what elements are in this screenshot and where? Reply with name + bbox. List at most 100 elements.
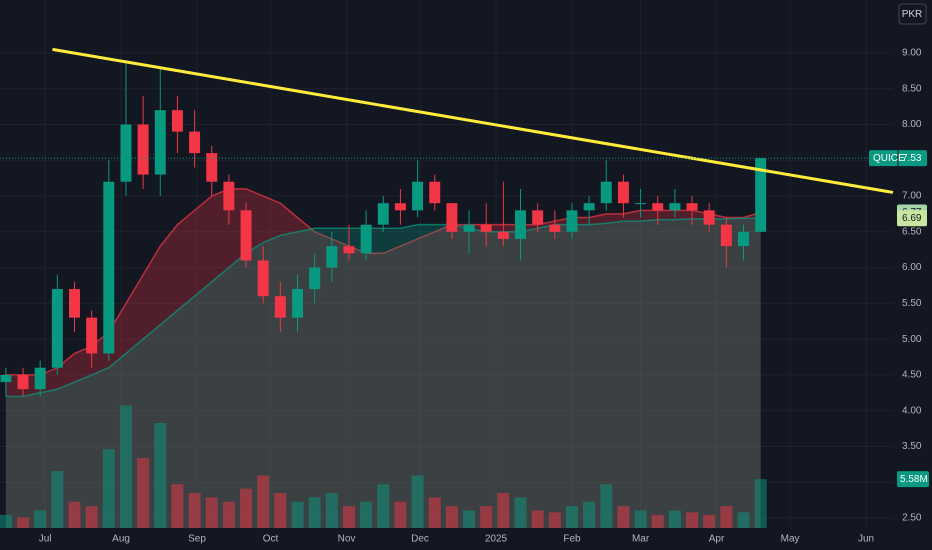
candle-body [189,131,201,154]
volume-bar [514,497,527,528]
candle-body [703,210,715,225]
volume-bar [325,493,338,528]
candle-body [669,203,681,211]
candle-body [240,210,252,261]
candle-body [86,317,98,354]
volume-bar [240,488,253,528]
volume-bar [205,497,218,528]
x-tick-label: Oct [263,534,279,545]
volume-bar [686,512,699,528]
x-tick-label: Dec [411,534,429,545]
candle-body [257,260,269,297]
volume-bar [222,501,235,528]
volume-bar [720,506,733,528]
volume-bar [360,501,373,528]
volume-bar [34,510,47,528]
candle-body [480,224,492,232]
candle-body [686,203,698,211]
candle-body [103,181,115,354]
volume-tag-label: 5.58M [900,474,928,485]
y-tick-label: 6.50 [902,226,922,237]
candle-body [738,231,750,247]
ma-area [5,218,761,529]
candle-body [755,158,767,232]
x-tick-label: 2025 [485,534,508,545]
currency-box [898,3,927,25]
x-tick-label: Nov [338,534,356,545]
candle-body [0,374,12,383]
y-tick-label: 9.00 [902,48,922,59]
volume-bar [308,497,321,528]
volume-bar [51,471,64,528]
candle-body [377,203,389,225]
candle-body [154,110,166,175]
volume-bar [154,423,167,528]
x-tick-label: Jun [858,534,874,545]
volume-bar [342,506,355,528]
volume-bar [531,510,544,528]
y-tick-label: 2.50 [902,513,922,524]
candle-body [309,267,321,290]
candle-body [360,224,372,254]
y-tick-label: 5.00 [902,334,922,345]
volume-bar [737,512,750,528]
candle-body [223,181,235,211]
ma-line [5,188,761,376]
volume-bar [68,501,81,528]
volume-bar [703,514,716,528]
currency: PKR [902,9,923,20]
volume-bar [0,514,12,528]
volume-bar [548,512,561,528]
candle-body [515,210,526,239]
volume-bar [291,501,304,528]
candle-body [51,289,63,368]
y-tick-label: 8.00 [902,119,922,130]
volume-bar [651,514,664,528]
price-tag [897,210,927,227]
volume-bar [257,475,270,528]
candle-body [497,231,509,239]
candle-body [394,203,406,211]
volume-bar [634,510,647,528]
price-tag-value: 7.53 [902,153,922,164]
candle-body [720,224,732,247]
candle-body [463,224,475,232]
candle-body [532,210,544,225]
volume-bar [119,405,132,528]
x-tick-label: Aug [112,534,130,545]
x-tick-label: Apr [709,534,725,545]
volume-bar [600,484,613,528]
volume-bar [377,484,390,528]
price-tag-name: QUICE [873,153,905,164]
candle-body [274,296,286,318]
candle-body [206,153,218,182]
candle-body [635,203,647,205]
volume-bar [617,506,630,528]
volume-bar [394,501,407,528]
y-tick-label: 4.00 [902,405,922,416]
candle-body [412,181,424,211]
candle-body [583,203,595,211]
candle-body [652,203,664,211]
candle-body [69,289,80,318]
volume-bar [668,510,681,528]
candle-body [566,210,578,232]
x-tick-label: Jul [39,534,52,545]
volume-bar [497,493,510,528]
y-tick-label: 5.50 [902,298,922,309]
volume-bar [137,458,150,528]
trendline [52,47,894,194]
candle-body [343,246,355,254]
volume-bar [17,517,30,528]
candle-body [34,367,46,390]
volume-bar [85,506,98,528]
candle-body [549,224,561,232]
candle-body [600,181,612,204]
y-tick-label: 6.00 [902,262,922,273]
volume-bar [428,497,441,528]
volume-bar [445,506,458,528]
x-tick-label: Sep [188,534,206,545]
volume-bar [463,510,476,528]
volume-bar [102,449,115,528]
